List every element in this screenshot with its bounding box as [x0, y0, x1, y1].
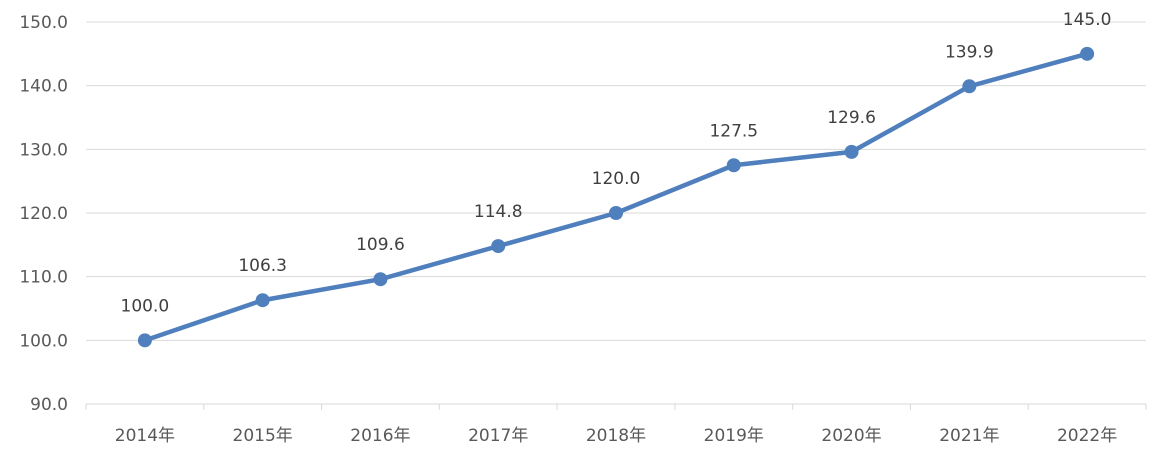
data-label: 106.3: [238, 256, 287, 276]
series-line: [142, 51, 1090, 343]
data-point-marker: [373, 272, 388, 287]
x-axis-tick-labels: 2014年 2015年 2016年 2017年 2018年 2019年 2020年 2021年…: [115, 426, 1117, 446]
data-point-marker: [726, 158, 741, 173]
data-point-marker: [609, 206, 623, 220]
data-point-marker: [962, 79, 977, 94]
y-tick-label: 120.0: [19, 204, 68, 224]
data-labels: 100.0 106.3 109.6 114.8 120.0 127.5 129.6 139.9…: [121, 10, 1112, 317]
data-label: 139.9: [945, 42, 994, 62]
data-label: 145.0: [1063, 10, 1112, 30]
x-tick-label: 2016年: [350, 426, 410, 446]
x-tick-label: 2014年: [115, 426, 175, 446]
data-label: 114.8: [474, 202, 523, 222]
series-group: [137, 46, 1095, 348]
data-point-marker: [137, 333, 152, 348]
x-tick-label: 2020年: [821, 426, 881, 446]
data-label: 100.0: [121, 296, 170, 316]
data-label: 127.5: [709, 121, 758, 141]
data-label: 120.0: [592, 169, 641, 189]
data-point-marker: [491, 239, 506, 254]
x-tick-label: 2021年: [939, 426, 999, 446]
data-point-marker: [1080, 46, 1095, 61]
data-point-marker: [844, 144, 859, 159]
y-tick-label: 140.0: [19, 77, 68, 97]
y-tick-label: 150.0: [19, 13, 68, 33]
y-axis-tick-labels: 90.0 100.0 110.0 120.0 130.0 140.0 150.0: [19, 13, 68, 415]
x-tick-label: 2017年: [468, 426, 528, 446]
y-tick-label: 90.0: [30, 395, 68, 415]
x-tick-label: 2019年: [704, 426, 764, 446]
data-label: 109.6: [356, 235, 405, 255]
x-tick-label: 2015年: [233, 426, 293, 446]
y-tick-label: 130.0: [19, 140, 68, 160]
y-tick-label: 100.0: [19, 331, 68, 351]
gridlines: [85, 21, 1147, 410]
y-tick-label: 110.0: [19, 268, 68, 288]
x-tick-label: 2022年: [1057, 426, 1117, 446]
x-tick-label: 2018年: [586, 426, 646, 446]
data-label: 129.6: [827, 108, 876, 128]
data-point-marker: [255, 293, 270, 308]
